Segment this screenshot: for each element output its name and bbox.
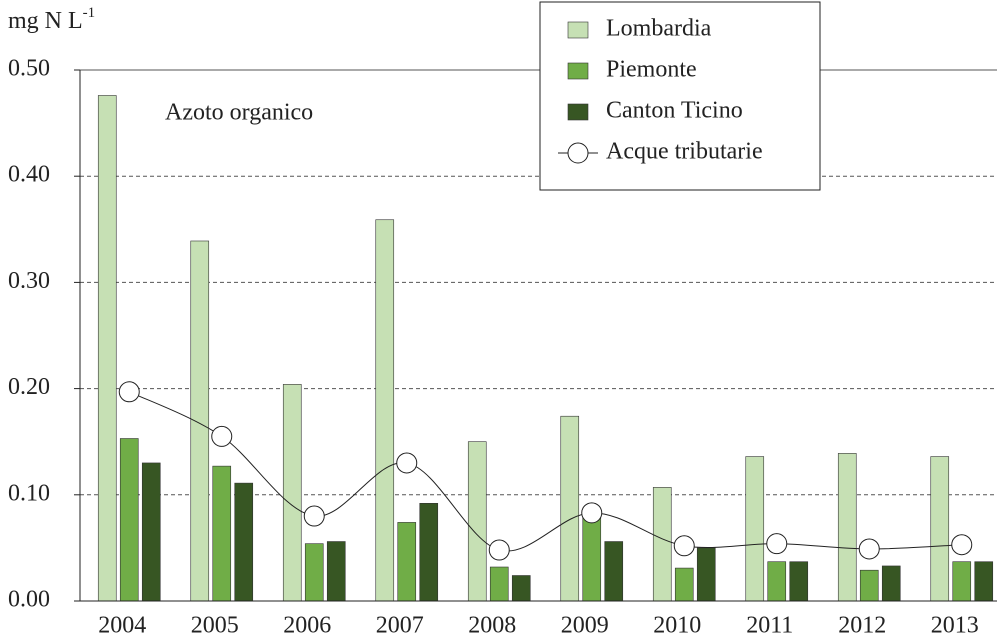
bar — [419, 502, 439, 602]
x-tick-label: 2009 — [561, 613, 609, 639]
x-tick-label: 2013 — [931, 613, 979, 639]
bar — [859, 569, 879, 602]
legend-label: Piemonte — [606, 57, 697, 83]
legend-swatch — [567, 21, 589, 39]
bar — [212, 465, 232, 602]
point — [766, 533, 788, 555]
point — [396, 452, 418, 474]
bar — [604, 541, 624, 602]
line — [129, 391, 962, 552]
bar — [930, 456, 950, 602]
bar — [789, 561, 809, 602]
x-tick-label: 2005 — [191, 613, 239, 639]
bar — [97, 95, 117, 602]
point — [211, 425, 233, 447]
x-tick-label: 2008 — [468, 613, 516, 639]
bar — [582, 515, 602, 602]
y-axis-label: mg N L-1 — [8, 5, 95, 33]
bar — [652, 487, 672, 602]
legend-swatch — [567, 62, 589, 80]
bar — [560, 415, 580, 602]
bar — [674, 567, 694, 602]
x-tick-label: 2011 — [746, 613, 793, 639]
y-tick-label: 0.40 — [8, 162, 50, 188]
bar — [767, 561, 787, 602]
bar — [837, 453, 857, 602]
legend-swatch — [567, 103, 589, 121]
x-tick-label: 2004 — [98, 613, 146, 639]
bar — [234, 482, 254, 602]
x-tick-label: 2007 — [376, 613, 424, 639]
bar — [119, 438, 139, 602]
bar — [696, 547, 716, 602]
y-tick-label: 0.10 — [8, 480, 50, 506]
y-tick-label: 0.00 — [8, 587, 50, 613]
point — [858, 538, 880, 560]
legend-label: Acque tributarie — [606, 139, 763, 165]
point — [118, 381, 140, 403]
x-tick-label: 2010 — [653, 613, 701, 639]
x-tick-label: 2012 — [838, 613, 886, 639]
bar — [375, 219, 395, 602]
bar — [881, 565, 901, 602]
bar — [974, 561, 994, 602]
bar — [190, 240, 210, 602]
y-tick-label: 0.30 — [8, 268, 50, 294]
bar — [511, 575, 531, 602]
legend-label: Canton Ticino — [606, 98, 743, 124]
bar — [952, 561, 972, 602]
annotation: Azoto organico — [165, 100, 313, 126]
point — [673, 535, 695, 557]
point — [951, 534, 973, 556]
bar — [304, 543, 324, 602]
point — [488, 539, 510, 561]
bar — [489, 566, 509, 602]
bar — [467, 441, 487, 602]
bar — [745, 456, 765, 602]
legend-marker — [567, 142, 589, 164]
bar — [141, 462, 161, 602]
point — [581, 502, 603, 524]
x-tick-label: 2006 — [283, 613, 331, 639]
bar — [282, 384, 302, 602]
bar — [397, 522, 417, 602]
point — [303, 505, 325, 527]
y-tick-label: 0.20 — [8, 374, 50, 400]
y-tick-label: 0.50 — [8, 56, 50, 82]
bar — [326, 541, 346, 602]
legend-label: Lombardia — [606, 16, 712, 42]
